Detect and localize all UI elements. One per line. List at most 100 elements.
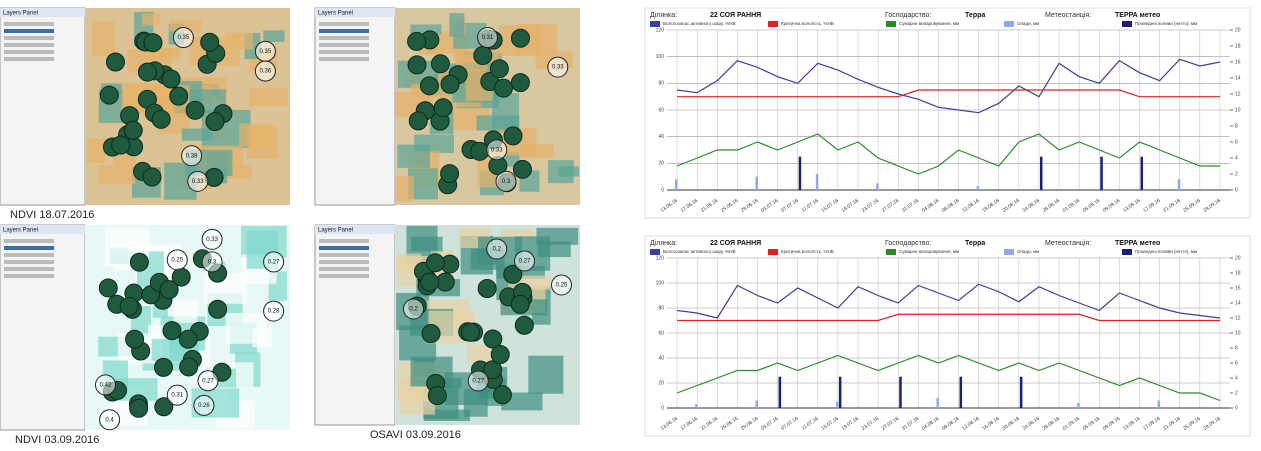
y-tick-label: 20	[658, 161, 664, 167]
field-circle	[421, 273, 439, 291]
field-patch	[87, 139, 106, 163]
field-patch	[249, 88, 288, 106]
bar	[755, 401, 758, 409]
y-tick-label: 20	[658, 380, 664, 386]
legend-label: Опади, мм	[1017, 21, 1039, 26]
layer-row	[319, 50, 369, 54]
index-label: 0.42	[100, 382, 112, 388]
field-circle	[124, 121, 142, 139]
index-label: 0.2	[409, 307, 418, 313]
legend-swatch	[1004, 21, 1014, 27]
field-circle	[99, 279, 117, 297]
index-label: 0.26	[198, 403, 210, 409]
map-caption: NDVI 03.09.2016	[15, 434, 99, 446]
field-circle	[504, 127, 522, 145]
y2-tick-label: 4	[1235, 375, 1238, 381]
layer-row	[4, 57, 54, 61]
field-patch	[398, 145, 430, 168]
field-circle	[138, 63, 156, 81]
legend-label: Критична вологість, %НВ	[781, 21, 834, 26]
panel-title: Layers Panel	[3, 11, 38, 17]
y-tick-label: 80	[658, 81, 664, 87]
y-tick-label: 40	[658, 134, 664, 140]
field-circle	[434, 99, 452, 117]
index-label: 0.27	[202, 378, 214, 384]
field-circle	[179, 330, 197, 348]
y-tick-label: 120	[656, 255, 665, 261]
field-circle	[163, 322, 181, 340]
y-tick-label: 120	[656, 27, 665, 33]
index-label: 0.31	[171, 393, 183, 399]
index-label: 0.33	[192, 179, 204, 185]
header-label: Господарство:	[885, 12, 931, 19]
field-circle	[112, 136, 130, 154]
field-patch	[226, 313, 267, 344]
header-value: ТЕРРА метео	[1115, 240, 1160, 247]
layer-row	[4, 239, 54, 243]
y2-tick-label: 8	[1235, 345, 1238, 351]
header-value: 22 СОЯ РАННЯ	[710, 12, 761, 19]
layer-row	[319, 267, 369, 271]
layer-row	[4, 253, 54, 257]
layer-row	[4, 50, 54, 54]
figure: Layers Panel0.350.350.360.380.33NDVI 18.…	[0, 0, 1261, 446]
layer-row	[4, 260, 54, 264]
field-patch	[92, 21, 115, 56]
map-caption: OSAVI 03.09.2016	[370, 429, 461, 441]
y2-tick-label: 6	[1235, 360, 1238, 366]
layer-row	[319, 22, 369, 26]
field-circle	[490, 60, 508, 78]
header-label: Господарство:	[885, 240, 931, 247]
field-patch	[558, 167, 579, 177]
field-patch	[98, 166, 135, 184]
field-circle	[180, 358, 198, 376]
legend-label: Проведені поливи (нетто), мм	[1135, 249, 1197, 254]
layer-row	[319, 43, 369, 47]
field-circle	[209, 300, 227, 318]
index-label: 0.38	[186, 153, 198, 159]
bar	[876, 183, 879, 190]
header-value: Терра	[965, 240, 985, 247]
layer-row	[319, 253, 369, 257]
legend-swatch	[1004, 249, 1014, 255]
legend-swatch	[650, 249, 660, 255]
layer-row	[319, 29, 369, 33]
bar	[1178, 179, 1181, 190]
y2-tick-label: 10	[1235, 330, 1241, 336]
y2-tick-label: 12	[1235, 91, 1241, 97]
y-tick-label: 80	[658, 305, 664, 311]
field-circle	[120, 297, 138, 315]
legend-swatch	[1122, 249, 1132, 255]
y-tick-label: 0	[661, 187, 664, 193]
y2-tick-label: 6	[1235, 139, 1238, 145]
header-label: Ділянка:	[650, 239, 677, 247]
header-value: Терра	[965, 12, 985, 19]
field-circle	[126, 330, 144, 348]
layer-row	[4, 29, 54, 33]
header-label: Метеостанція:	[1045, 239, 1091, 247]
field-circle	[206, 113, 224, 131]
panel-title: Layers Panel	[318, 228, 353, 234]
y2-tick-label: 16	[1235, 285, 1241, 291]
header-label: Ділянка:	[650, 11, 677, 19]
y2-tick-label: 8	[1235, 123, 1238, 129]
index-label: 0.25	[556, 283, 568, 289]
field-circle	[461, 323, 479, 341]
layer-row	[319, 36, 369, 40]
layer-row	[4, 274, 54, 278]
panel-title: Layers Panel	[3, 228, 38, 234]
index-label: 0.33	[491, 147, 503, 153]
legend-swatch	[886, 21, 896, 27]
field-circle	[515, 316, 533, 334]
header-value: ТЕРРА метео	[1115, 12, 1160, 19]
bar	[936, 398, 939, 408]
field-patch	[263, 30, 284, 42]
index-label: 0.2	[493, 247, 502, 253]
field-circle	[144, 34, 162, 52]
y-tick-label: 100	[656, 54, 665, 60]
chart-frame	[645, 8, 1250, 218]
y2-tick-label: 20	[1235, 27, 1241, 33]
bar	[977, 186, 980, 190]
